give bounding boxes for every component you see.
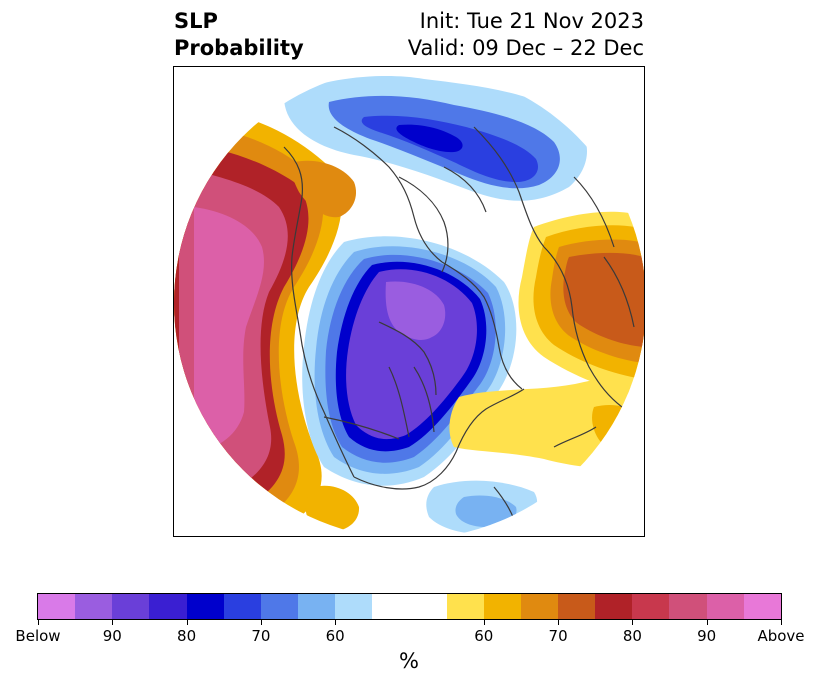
colorbar-tick-mark: [112, 620, 114, 625]
colorbar-tick-mark: [186, 620, 188, 625]
colorbar-segment: [335, 594, 373, 619]
colorbar-segment: [483, 594, 521, 619]
colorbar-tick-mark: [38, 620, 39, 625]
colorbar-segment: [75, 594, 113, 619]
arctic-deep-blue: [396, 124, 463, 153]
colorbar-tick-label: 80: [622, 627, 642, 645]
colorbar-tick-label: 90: [697, 627, 717, 645]
colorbar-tick-label: 60: [325, 627, 345, 645]
valid-period: Init: Tue 21 Nov 2023 Valid: 09 Dec – 22…: [408, 8, 644, 62]
colorbar-unit-label: %: [399, 649, 419, 673]
atlantic-yellow: [449, 379, 644, 470]
map-canvas: [174, 76, 644, 536]
colorbar-segment: [446, 594, 484, 619]
colorbar-segment: [557, 594, 596, 619]
colorbar-tick-label: 80: [177, 627, 197, 645]
colorbar-tick-mark: [335, 620, 337, 625]
colorbar-segment: [38, 594, 76, 619]
colorbar-segment: [223, 594, 261, 619]
probability-map: [173, 66, 645, 537]
title-line-1: SLP: [174, 9, 218, 33]
valid-range: Valid: 09 Dec – 22 Dec: [407, 36, 644, 60]
colorbar-tick-mark: [781, 620, 782, 625]
colorbar-tick-label: 60: [474, 627, 494, 645]
colorbar-tick-mark: [558, 620, 560, 625]
colorbar-segment: [669, 594, 707, 619]
coastlines: [283, 126, 635, 526]
colorbar-segment: [520, 594, 558, 619]
north-american-purple-core: [385, 281, 446, 340]
colorbar-tick-label: Below: [15, 627, 61, 645]
colorbar-tick-label: Above: [757, 627, 805, 645]
west-coast-gold: [305, 485, 360, 532]
colorbar-segment: [595, 594, 633, 619]
colorbar-tick-mark: [632, 620, 634, 625]
title-line-2: Probability: [174, 36, 304, 60]
colorbar-segment: [186, 594, 224, 619]
colorbar: [37, 593, 782, 620]
colorbar-segment: [632, 594, 670, 619]
colorbar-segment: [260, 594, 298, 619]
colorbar-segment: [372, 594, 447, 619]
colorbar-segment: [743, 594, 781, 619]
colorbar-tick-mark: [483, 620, 485, 625]
colorbar-tick-label: 70: [251, 627, 271, 645]
colorbar-tick-mark: [706, 620, 708, 625]
colorbar-tick-label: 70: [548, 627, 568, 645]
init-date: Init: Tue 21 Nov 2023: [419, 9, 644, 33]
colorbar-tick-mark: [260, 620, 262, 625]
atlantic-gold: [592, 405, 644, 454]
chart-title: SLP Probability: [174, 8, 304, 62]
colorbar-segment: [297, 594, 336, 619]
europe-orange-dark: [563, 252, 644, 347]
pacific-pink-core: [194, 207, 264, 452]
colorbar-segment: [149, 594, 187, 619]
gulf-light-blue: [455, 495, 517, 528]
west-coast-orange: [291, 160, 357, 218]
colorbar-segment: [112, 594, 150, 619]
colorbar-segment: [706, 594, 744, 619]
colorbar-tick-label: 90: [102, 627, 122, 645]
